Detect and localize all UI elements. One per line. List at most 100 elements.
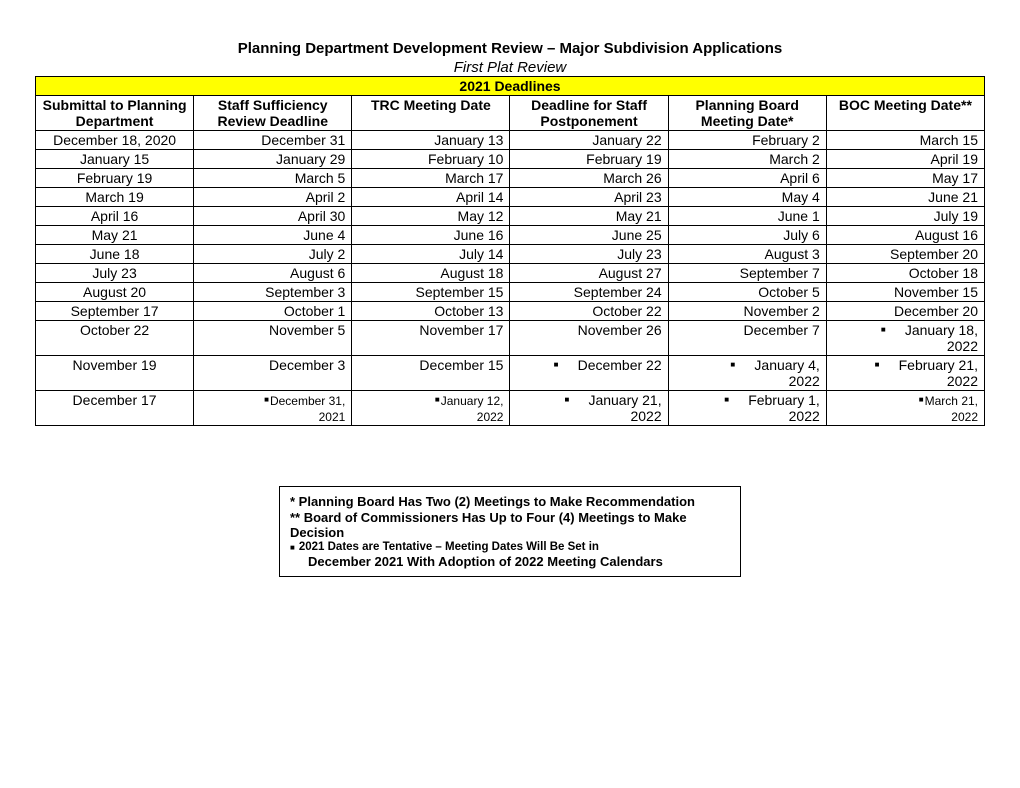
table-cell: ■December 22 (510, 356, 668, 391)
table-cell: ■January 12,2022 (352, 391, 510, 426)
bullet-icon: ■ (290, 543, 295, 552)
footnote-1: * Planning Board Has Two (2) Meetings to… (290, 494, 730, 509)
table-cell: February 19 (510, 150, 668, 169)
table-cell: August 27 (510, 264, 668, 283)
table-cell: July 23 (510, 245, 668, 264)
table-cell: December 7 (668, 321, 826, 356)
table-cell: ■ January 21,2022 (510, 391, 668, 426)
table-cell: April 2 (194, 188, 352, 207)
table-cell: August 3 (668, 245, 826, 264)
table-cell: ■March 21,2022 (826, 391, 984, 426)
table-cell: July 6 (668, 226, 826, 245)
page-subtitle: First Plat Review (35, 59, 985, 76)
table-cell: April 14 (352, 188, 510, 207)
footnote-3a: ■2021 Dates are Tentative – Meeting Date… (290, 541, 730, 553)
table-cell: October 18 (826, 264, 984, 283)
table-cell: June 16 (352, 226, 510, 245)
cell-value: March 21,2022 (925, 394, 978, 424)
deadlines-table: 2021 Deadlines Submittal to Planning Dep… (35, 76, 985, 426)
table-cell: October 22 (510, 302, 668, 321)
table-cell: February 2 (668, 131, 826, 150)
table-cell: May 17 (826, 169, 984, 188)
table-cell: November 19 (36, 356, 194, 391)
table-cell: ■December 31,2021 (194, 391, 352, 426)
banner-row: 2021 Deadlines (36, 77, 985, 96)
table-cell: June 4 (194, 226, 352, 245)
table-row: July 23August 6August 18August 27Septemb… (36, 264, 985, 283)
table-cell: September 7 (668, 264, 826, 283)
table-cell: January 15 (36, 150, 194, 169)
bullet-icon: ■ (730, 360, 744, 369)
table-cell: July 19 (826, 207, 984, 226)
table-cell: June 18 (36, 245, 194, 264)
table-cell: December 20 (826, 302, 984, 321)
table-cell: September 17 (36, 302, 194, 321)
table-cell: March 15 (826, 131, 984, 150)
table-cell: ■January 18,2022 (826, 321, 984, 356)
table-cell: October 5 (668, 283, 826, 302)
table-cell: September 24 (510, 283, 668, 302)
bullet-icon: ■ (724, 395, 738, 404)
footnote-box: * Planning Board Has Two (2) Meetings to… (279, 486, 741, 577)
col-header-5: BOC Meeting Date** (826, 96, 984, 131)
table-cell: July 14 (352, 245, 510, 264)
footnote-2: ** Board of Commissioners Has Up to Four… (290, 510, 730, 540)
table-cell: April 6 (668, 169, 826, 188)
table-cell: April 30 (194, 207, 352, 226)
table-cell: July 2 (194, 245, 352, 264)
cell-value: January 12,2022 (441, 394, 504, 424)
table-cell: August 20 (36, 283, 194, 302)
table-row: October 22November 5November 17November … (36, 321, 985, 356)
table-cell: March 5 (194, 169, 352, 188)
table-cell: May 12 (352, 207, 510, 226)
col-header-1: Staff Sufficiency Review Deadline (194, 96, 352, 131)
table-cell: May 21 (36, 226, 194, 245)
table-cell: August 18 (352, 264, 510, 283)
table-row: June 18July 2July 14July 23August 3Septe… (36, 245, 985, 264)
table-cell: November 26 (510, 321, 668, 356)
header-row: Submittal to Planning Department Staff S… (36, 96, 985, 131)
table-cell: January 13 (352, 131, 510, 150)
table-cell: August 16 (826, 226, 984, 245)
bullet-icon: ■ (881, 325, 895, 334)
table-cell: April 19 (826, 150, 984, 169)
table-cell: January 22 (510, 131, 668, 150)
table-cell: June 21 (826, 188, 984, 207)
bullet-icon: ■ (875, 360, 889, 369)
col-header-3: Deadline for Staff Postponement (510, 96, 668, 131)
page-title: Planning Department Development Review –… (35, 40, 985, 57)
table-cell: March 26 (510, 169, 668, 188)
table-row: November 19December 3December 15■Decembe… (36, 356, 985, 391)
bullet-icon: ■ (919, 395, 924, 404)
table-cell: December 18, 2020 (36, 131, 194, 150)
table-cell: August 6 (194, 264, 352, 283)
table-row: February 19March 5March 17March 26April … (36, 169, 985, 188)
table-row: March 19April 2April 14April 23May 4June… (36, 188, 985, 207)
table-row: September 17October 1October 13October 2… (36, 302, 985, 321)
table-cell: March 19 (36, 188, 194, 207)
cell-value: December 31,2021 (270, 394, 345, 424)
table-cell: April 23 (510, 188, 668, 207)
table-cell: June 25 (510, 226, 668, 245)
banner-cell: 2021 Deadlines (36, 77, 985, 96)
table-row: May 21June 4June 16June 25July 6August 1… (36, 226, 985, 245)
cell-value: January 21,2022 (588, 392, 661, 424)
bullet-icon: ■ (264, 395, 269, 404)
cell-value: December 22 (578, 357, 662, 373)
table-cell: December 17 (36, 391, 194, 426)
table-cell: January 29 (194, 150, 352, 169)
footnote-3b: December 2021 With Adoption of 2022 Meet… (290, 554, 730, 569)
bullet-icon: ■ (564, 395, 578, 404)
table-cell: September 15 (352, 283, 510, 302)
table-cell: November 2 (668, 302, 826, 321)
table-row: April 16April 30May 12May 21June 1July 1… (36, 207, 985, 226)
table-cell: December 3 (194, 356, 352, 391)
table-cell: October 1 (194, 302, 352, 321)
table-cell: November 15 (826, 283, 984, 302)
bullet-icon: ■ (435, 395, 440, 404)
table-cell: July 23 (36, 264, 194, 283)
table-row: December 18, 2020December 31January 13Ja… (36, 131, 985, 150)
cell-value: February 1,2022 (748, 392, 820, 424)
table-cell: November 17 (352, 321, 510, 356)
table-cell: March 17 (352, 169, 510, 188)
